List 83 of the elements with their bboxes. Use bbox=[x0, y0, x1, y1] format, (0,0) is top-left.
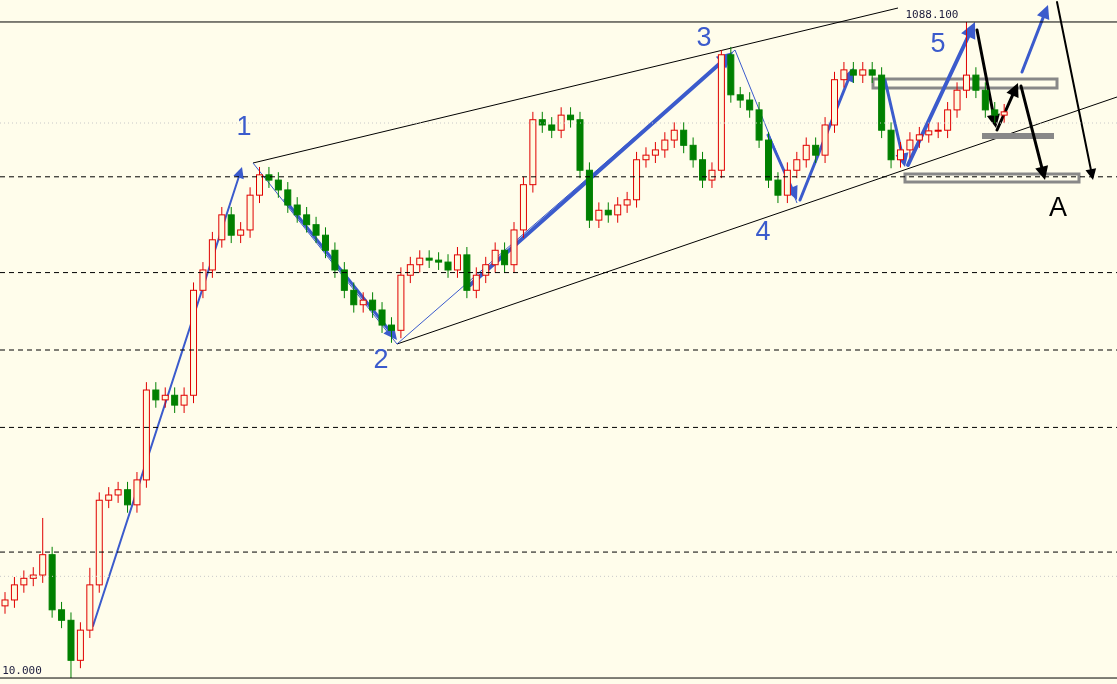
candlestick bbox=[604, 201, 612, 224]
candlestick bbox=[680, 121, 688, 154]
candlestick bbox=[39, 517, 47, 584]
candlestick bbox=[840, 61, 848, 89]
annotation: 4 bbox=[755, 216, 771, 246]
annotation: 3 bbox=[696, 22, 712, 52]
candlestick bbox=[359, 291, 367, 314]
candlestick bbox=[284, 181, 292, 214]
candlestick bbox=[331, 241, 339, 279]
candlestick bbox=[472, 266, 480, 299]
candlestick bbox=[868, 61, 876, 84]
candlestick bbox=[303, 206, 311, 234]
candlestick bbox=[538, 111, 546, 134]
candlestick bbox=[595, 201, 603, 229]
annotation: 5 bbox=[930, 28, 946, 58]
candlestick bbox=[114, 481, 122, 504]
candlestick bbox=[501, 241, 509, 274]
annotation: 1 bbox=[236, 111, 252, 141]
candlestick bbox=[944, 101, 952, 139]
candlestick bbox=[925, 122, 933, 144]
candlestick bbox=[453, 246, 461, 279]
candlestick bbox=[849, 61, 857, 84]
annotation: 2 bbox=[373, 344, 389, 374]
candlestick bbox=[340, 261, 348, 299]
candlestick bbox=[416, 249, 424, 274]
candlestick bbox=[161, 386, 169, 409]
candlestick bbox=[708, 161, 716, 189]
candlestick bbox=[312, 216, 320, 244]
candlestick bbox=[10, 576, 18, 609]
candlestick bbox=[387, 316, 395, 344]
candlestick bbox=[406, 256, 414, 284]
candlestick bbox=[105, 486, 113, 509]
candlestick bbox=[962, 21, 970, 99]
candlestick bbox=[774, 171, 782, 204]
candlestick bbox=[237, 221, 245, 244]
candlestick bbox=[199, 261, 207, 299]
candlestick bbox=[256, 166, 264, 204]
candlestick bbox=[265, 166, 273, 189]
candlestick bbox=[859, 61, 867, 84]
candlestick bbox=[670, 121, 678, 149]
candlestick bbox=[896, 141, 904, 169]
candlestick bbox=[171, 386, 179, 414]
candlestick bbox=[227, 206, 235, 244]
candlestick bbox=[350, 281, 358, 314]
candlestick bbox=[623, 191, 631, 214]
candlestick bbox=[651, 141, 659, 164]
candlestick bbox=[1000, 103, 1008, 124]
candlestick bbox=[981, 81, 989, 119]
candlestick bbox=[661, 131, 669, 159]
candlestick bbox=[378, 301, 386, 334]
candlestick bbox=[736, 86, 744, 109]
candlestick bbox=[557, 106, 565, 139]
candlestick bbox=[58, 601, 66, 629]
candlestick bbox=[124, 481, 132, 514]
candlestick bbox=[152, 381, 160, 409]
annotation: 10.000 bbox=[2, 664, 42, 677]
candlestick bbox=[369, 291, 377, 319]
candlestick bbox=[180, 386, 188, 414]
candlestick bbox=[915, 126, 923, 149]
candlestick bbox=[953, 81, 961, 119]
candlestick bbox=[274, 171, 282, 199]
candlestick bbox=[548, 116, 556, 139]
candlestick bbox=[321, 226, 329, 259]
candlestick bbox=[802, 136, 810, 169]
candlestick bbox=[699, 151, 707, 189]
candlestick bbox=[746, 91, 754, 119]
candlestick bbox=[642, 146, 650, 169]
candlestick bbox=[491, 241, 499, 274]
candlestick bbox=[972, 66, 980, 99]
candlestick bbox=[482, 256, 490, 284]
candlestick bbox=[444, 253, 452, 279]
candlestick bbox=[812, 136, 820, 164]
text: A bbox=[1048, 192, 1068, 222]
candlestick bbox=[906, 131, 914, 159]
candlestick bbox=[614, 196, 622, 224]
candlestick bbox=[689, 136, 697, 169]
candlestick bbox=[567, 106, 575, 129]
candlestick bbox=[991, 101, 999, 124]
text: 1088.100 bbox=[905, 8, 959, 21]
candlestick bbox=[29, 566, 37, 587]
candlestick bbox=[293, 196, 301, 224]
candlestick bbox=[793, 151, 801, 179]
candlestick bbox=[20, 569, 28, 594]
